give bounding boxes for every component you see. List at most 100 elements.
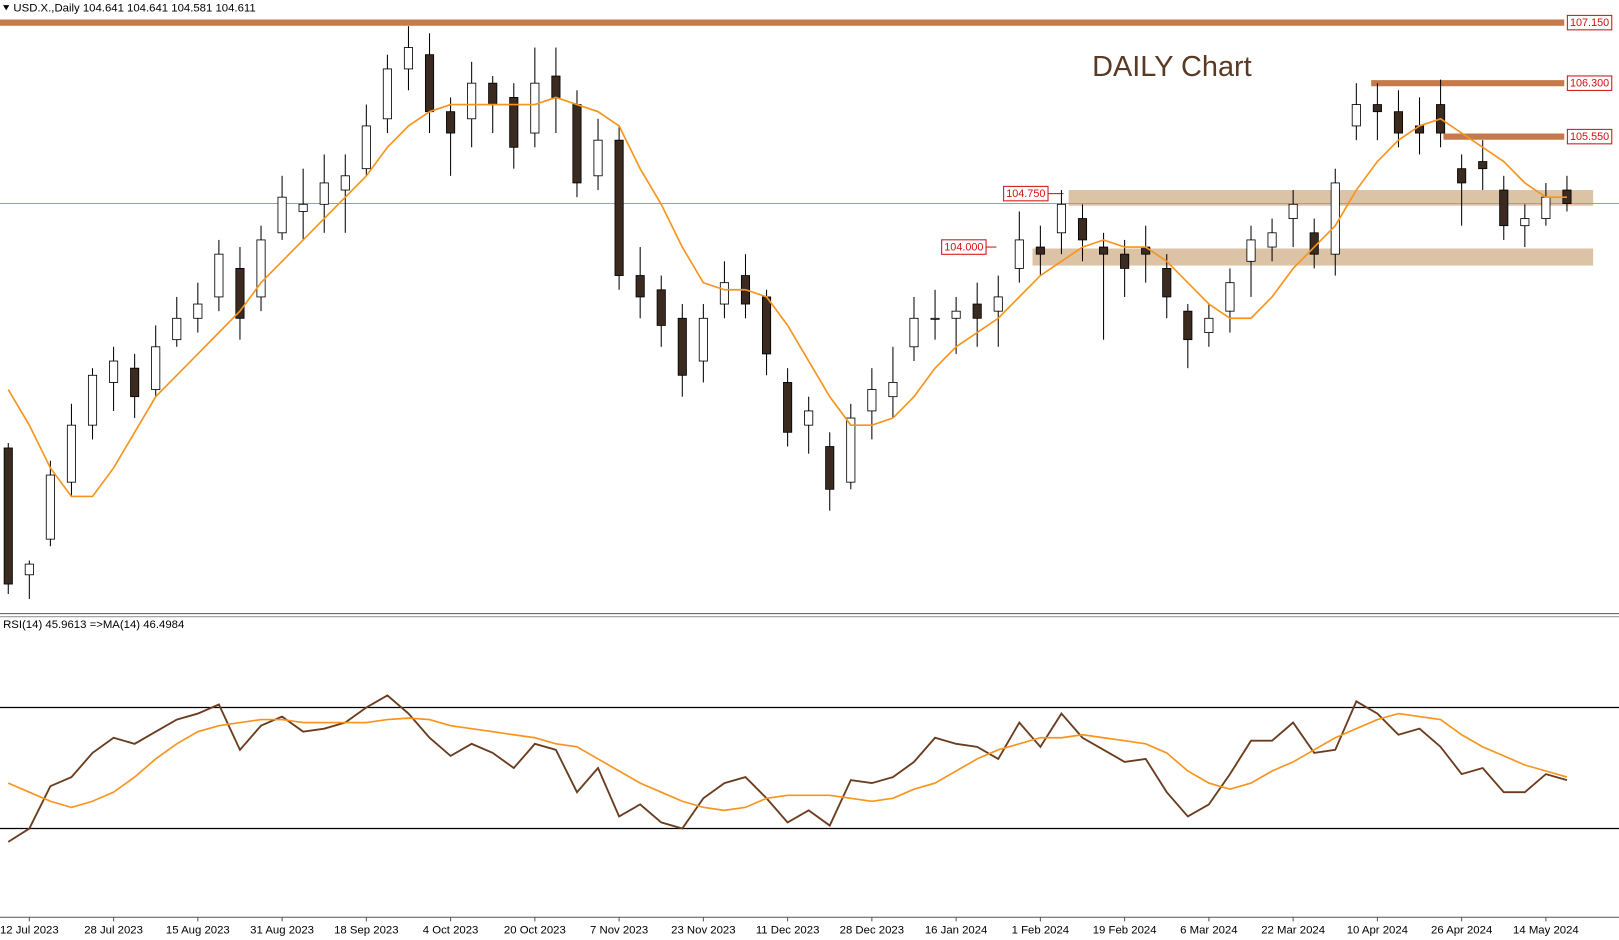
candle-body (193, 303, 203, 319)
x-tick-label: 23 Nov 2023 (671, 925, 735, 937)
candle-body (846, 417, 856, 483)
candle-body (1267, 232, 1277, 248)
level-label-box (1003, 185, 1049, 202)
candle-body (1246, 239, 1256, 262)
candle-body (1056, 203, 1066, 234)
candle-body (319, 182, 329, 205)
x-tick-label: 22 Mar 2024 (1261, 925, 1325, 937)
candle-body (1225, 282, 1235, 312)
candle-body (972, 303, 982, 319)
candle-body (530, 82, 540, 134)
candle-body (1520, 218, 1530, 227)
moving-average (7, 96, 1567, 498)
candle-body (1499, 189, 1509, 227)
candle-body (1457, 168, 1467, 184)
candle-body (951, 310, 961, 319)
candle-body (403, 47, 414, 70)
candle-body (993, 296, 1003, 312)
candle-body (656, 289, 666, 326)
candle-body (509, 97, 519, 148)
x-tick-label: 28 Dec 2023 (840, 925, 904, 937)
candle-body (1288, 203, 1298, 219)
x-tick-label: 15 Aug 2023 (166, 925, 230, 937)
candle-body (593, 139, 603, 177)
rsi-line (7, 694, 1568, 843)
candle-body (151, 346, 161, 390)
candle-body (1099, 246, 1109, 255)
level-label-box (1566, 128, 1613, 145)
candle-body (172, 317, 182, 341)
candle-body (277, 196, 287, 234)
candle-body (488, 82, 498, 105)
candle-body (1183, 310, 1193, 341)
x-tick-label: 6 Mar 2024 (1180, 925, 1237, 937)
level-label-box (1566, 14, 1613, 31)
candle-body (382, 68, 392, 120)
candle-body (1330, 182, 1340, 255)
x-tick-label: 7 Nov 2023 (590, 925, 648, 937)
plot-layer: 107.150 106.300 105.550 104.750 104.000 (0, 14, 1619, 843)
menu-triangle[interactable] (3, 5, 10, 11)
candle-body (867, 389, 877, 412)
candle-body (1541, 196, 1551, 219)
candle-body (256, 239, 266, 298)
candle-body (930, 317, 940, 320)
candle-body (424, 54, 435, 113)
annotation: DAILY Chart (1092, 51, 1252, 83)
candle-body (45, 474, 55, 540)
candle-body (783, 382, 793, 433)
candle-body (298, 203, 308, 212)
level-label: 104.750 (1006, 188, 1045, 200)
candle-body (1478, 161, 1488, 170)
candle-body (1351, 104, 1361, 127)
x-tick-label: 10 Apr 2024 (1347, 925, 1408, 937)
candle-body (235, 268, 245, 319)
x-tick-label: 26 Apr 2024 (1431, 925, 1492, 937)
candle-body (66, 424, 76, 483)
candle-body (1204, 317, 1214, 333)
candle-body (1393, 111, 1403, 134)
level-label-box (941, 239, 987, 255)
level-label: 104.000 (944, 241, 983, 253)
candle-body (909, 317, 919, 348)
x-tick-label: 1 Feb 2024 (1012, 925, 1069, 937)
candle-body (87, 374, 98, 426)
candle-body (109, 360, 119, 383)
candle-body (1120, 253, 1130, 269)
candle-body (825, 446, 835, 490)
x-tick-label: 19 Feb 2024 (1093, 925, 1157, 937)
candle-body (888, 382, 898, 398)
candle-body (572, 104, 582, 184)
candle-body (24, 563, 34, 576)
x-tick-label: 16 Jan 2024 (925, 925, 988, 937)
x-tick-label: 18 Sep 2023 (334, 925, 398, 937)
support-zone (1032, 248, 1594, 266)
level-label: 105.550 (1570, 131, 1609, 143)
chart-header: USD.X.,Daily 104.641 104.641 104.581 104… (13, 2, 255, 14)
candle-body (1162, 268, 1172, 298)
level-label-box (1566, 75, 1613, 91)
candle-body (677, 317, 687, 376)
candle-body (467, 82, 477, 120)
candle-body (1014, 239, 1024, 269)
candle-body (698, 317, 708, 362)
candle-body (1077, 218, 1088, 241)
x-tick-label: 4 Oct 2023 (423, 925, 479, 937)
candle-body (614, 139, 624, 276)
candle-body (361, 125, 371, 170)
candle-body (551, 75, 561, 98)
candle-body (635, 275, 645, 298)
x-tick-label: 28 Jul 2023 (84, 925, 143, 937)
x-tick-label: 11 Dec 2023 (756, 925, 820, 937)
level-label: 106.300 (1570, 78, 1609, 90)
rsi-header: RSI(14) 45.9613 =>MA(14) 46.4984 (3, 619, 184, 631)
x-tick-label: 14 May 2024 (1513, 925, 1579, 937)
candle-body (1035, 246, 1045, 255)
x-tick-label: 31 Aug 2023 (250, 925, 314, 937)
candle-body (762, 296, 772, 355)
candle-body (340, 175, 350, 191)
candle-body (1372, 104, 1382, 113)
